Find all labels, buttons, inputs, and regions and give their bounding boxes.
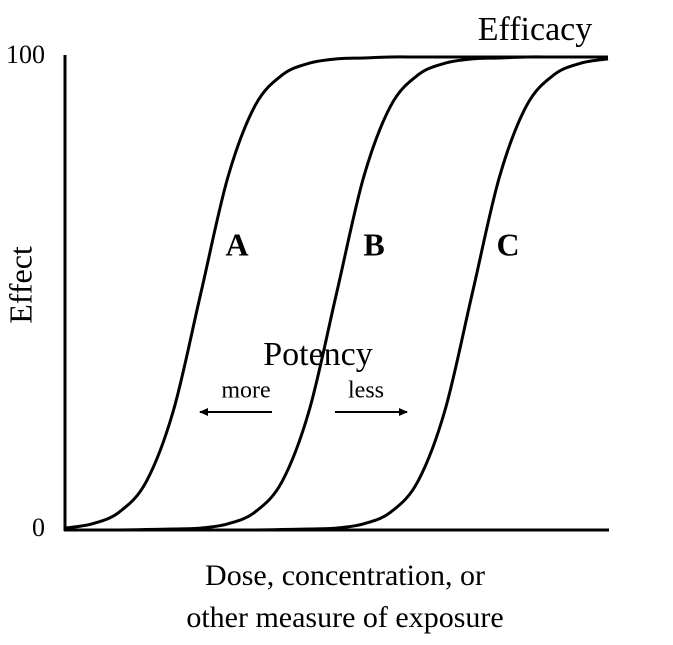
curve-label: A [225, 226, 248, 262]
curve [64, 55, 608, 532]
y-tick-label: 0 [32, 513, 45, 542]
less-label: less [348, 378, 384, 404]
more-label: more [221, 378, 270, 404]
curve-label: B [363, 226, 384, 262]
efficacy-label: Efficacy [478, 11, 593, 48]
y-tick-label: 100 [6, 40, 45, 69]
y-axis-label: Effect [2, 246, 38, 324]
x-axis-label: Dose, concentration, or [205, 559, 485, 592]
x-axis-label: other measure of exposure [186, 601, 503, 634]
curve [64, 57, 609, 532]
curve-label: C [496, 226, 519, 262]
potency-label: Potency [263, 336, 373, 373]
